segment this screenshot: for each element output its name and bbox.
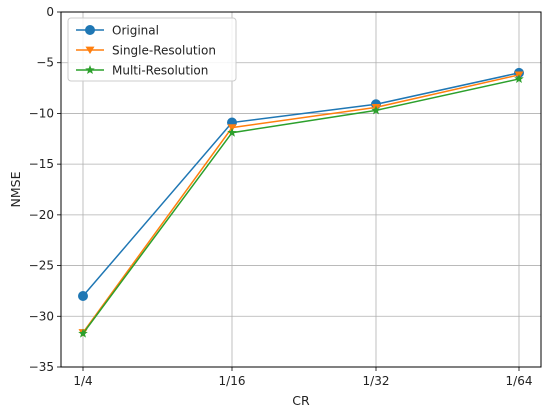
legend-swatch-marker — [85, 65, 95, 75]
y-axis: 0 −5 −10 −15 −20 −25 −30 −35 — [29, 5, 61, 374]
series-line — [82, 72, 520, 297]
data-point — [371, 105, 381, 115]
data-point — [227, 127, 237, 137]
legend-label: Single-Resolution — [112, 44, 216, 58]
legend-label: Original — [112, 24, 159, 38]
legend-swatch-marker — [85, 25, 95, 35]
series-line — [82, 78, 520, 334]
x-axis: 1/4 1/16 1/32 1/64 — [73, 367, 532, 388]
x-tick-label: 1/4 — [73, 374, 92, 388]
x-tick-label: 1/32 — [363, 374, 390, 388]
y-tick-label: −10 — [29, 106, 54, 120]
data-point — [78, 291, 88, 301]
legend-item: Single-Resolution — [76, 44, 216, 58]
data-point — [514, 73, 524, 83]
legend-swatch-marker — [85, 46, 95, 55]
x-tick-label: 1/64 — [506, 374, 533, 388]
plot-frame — [60, 11, 542, 368]
x-tick-label: 1/16 — [219, 374, 246, 388]
y-tick-label: −15 — [29, 157, 54, 171]
y-tick-label: −30 — [29, 309, 54, 323]
legend-item: Multi-Resolution — [76, 64, 208, 78]
y-axis-label: NMSE — [8, 171, 23, 207]
y-tick-label: −20 — [29, 208, 54, 222]
y-tick-label: −35 — [29, 360, 54, 374]
y-tick-label: −5 — [36, 56, 54, 70]
x-axis-label: CR — [292, 393, 310, 408]
legend-item: Original — [76, 24, 159, 38]
series-line — [82, 74, 520, 333]
series-multi-resolution — [78, 73, 524, 338]
legend: Original Single-Resolution Multi-Resolutio… — [67, 17, 237, 82]
legend-box — [67, 17, 237, 82]
y-tick-label: 0 — [46, 5, 54, 19]
legend-label: Multi-Resolution — [112, 64, 208, 78]
data-point — [78, 328, 88, 338]
series-single-resolution — [78, 71, 524, 337]
y-tick-label: −25 — [29, 259, 54, 273]
series-group — [78, 67, 524, 338]
